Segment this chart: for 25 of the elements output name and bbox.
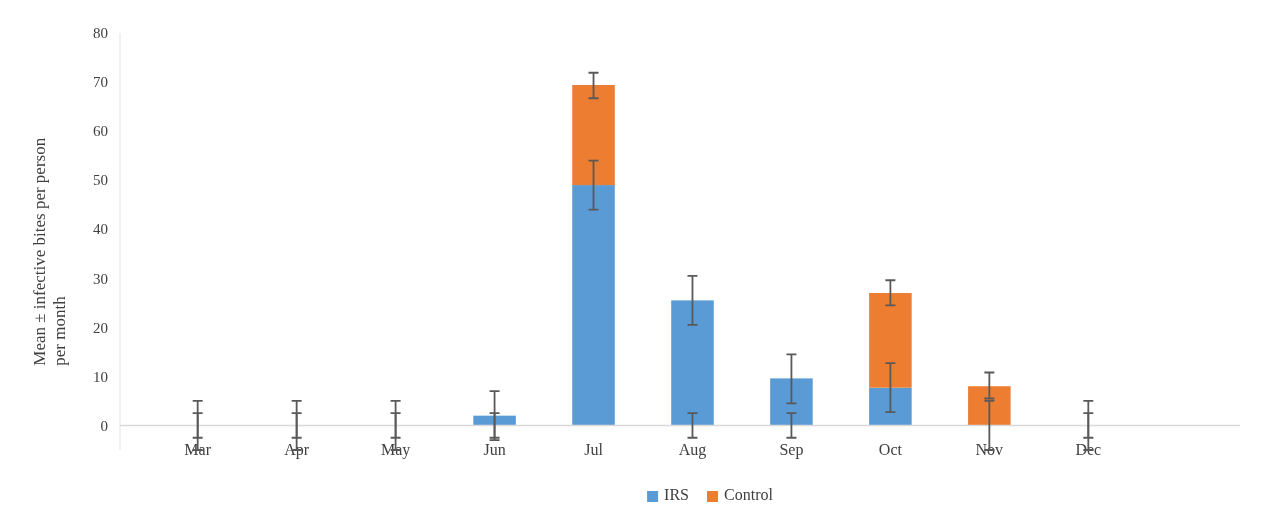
y-tick-label: 20 (93, 319, 108, 336)
bar (968, 386, 1011, 426)
bar (869, 387, 912, 426)
y-tick-label: 30 (93, 270, 108, 287)
y-tick-label: 60 (93, 123, 108, 140)
y-axis-title: Mean ± infective bites per person per month (30, 137, 69, 366)
y-tick-label: 10 (93, 368, 108, 385)
x-tick-label: Aug (678, 441, 707, 460)
x-tick-label: Oct (878, 441, 903, 459)
y-tick-label: 70 (93, 74, 108, 91)
y-tick-label: 80 (93, 25, 108, 42)
x-tick-label: Jun (483, 441, 506, 459)
bar (473, 415, 516, 426)
y-tick-label: 50 (93, 172, 108, 189)
legend-label: IRS (664, 486, 690, 503)
bar (671, 300, 714, 426)
x-tick-label: Sep (779, 441, 804, 460)
bar (770, 378, 813, 426)
legend-label: Control (724, 486, 774, 503)
bar (572, 85, 615, 186)
y-tick-label: 40 (93, 221, 108, 238)
y-tick-label: 0 (100, 417, 108, 434)
bar (869, 293, 912, 388)
bar (572, 185, 615, 426)
x-tick-label: Jul (584, 441, 604, 459)
